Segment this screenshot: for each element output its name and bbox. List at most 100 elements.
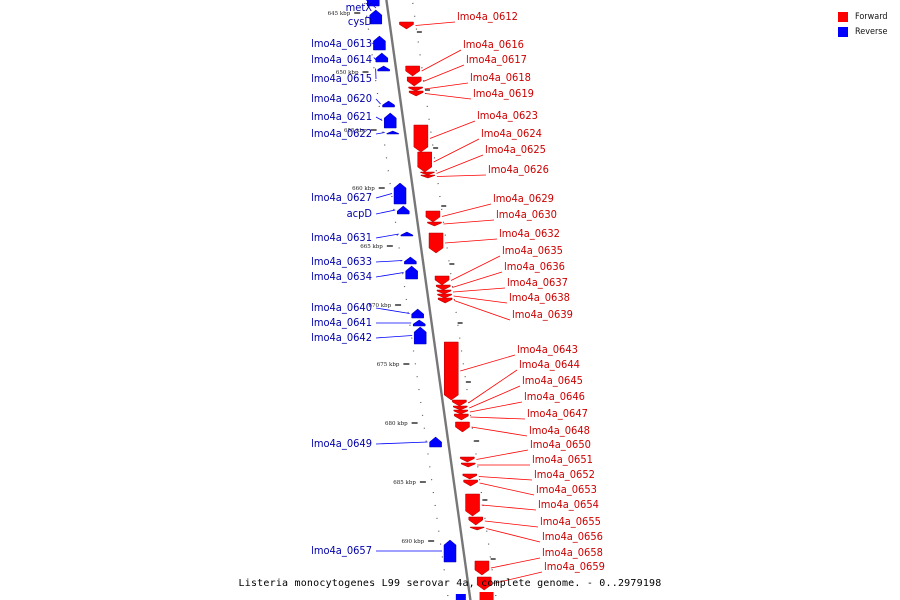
forward-gene-label: lmo4a_0612 bbox=[457, 10, 518, 23]
forward-gene-label: lmo4a_0623 bbox=[477, 109, 538, 122]
legend-reverse-label: Reverse bbox=[855, 26, 888, 37]
reverse-gene bbox=[400, 231, 414, 237]
gene-leader-line bbox=[484, 520, 539, 528]
forward-gene-label: lmo4a_0655 bbox=[540, 515, 601, 528]
caption: Listeria monocytogenes L99 serovar 4a, c… bbox=[238, 578, 662, 589]
forward-gene bbox=[468, 516, 484, 526]
forward-gene-label: lmo4a_0636 bbox=[504, 260, 565, 273]
reverse-gene-label: lmo4a_0620 bbox=[311, 92, 372, 105]
gene-leader-line bbox=[375, 233, 399, 239]
reverse-swatch bbox=[838, 26, 848, 37]
reverse-gene bbox=[411, 308, 424, 319]
tick-label: 665 kbp bbox=[360, 244, 383, 250]
forward-gene bbox=[408, 86, 423, 92]
gene-leader-line bbox=[481, 504, 537, 511]
reverse-gene bbox=[367, 0, 380, 7]
forward-gene bbox=[462, 473, 478, 480]
gene-leader-line bbox=[478, 476, 533, 481]
forward-gene-label: lmo4a_0626 bbox=[488, 163, 549, 176]
reverse-gene bbox=[393, 182, 407, 205]
forward-gene-label: lmo4a_0618 bbox=[470, 71, 531, 84]
gene-leader-line bbox=[421, 49, 462, 72]
gene-leader-line bbox=[371, 42, 377, 45]
forward-gene bbox=[427, 221, 442, 227]
tick-label: 660 kbp bbox=[352, 186, 375, 192]
reverse-gene-label: lmo4a_0622 bbox=[311, 127, 372, 140]
genome-backbone bbox=[385, 0, 472, 600]
forward-gene-label: lmo4a_0652 bbox=[534, 468, 595, 481]
forward-gene-label: lmo4a_0651 bbox=[532, 453, 593, 466]
reverse-gene-label: lmo4a_0649 bbox=[311, 437, 372, 450]
gene-leader-line bbox=[375, 193, 393, 199]
forward-gene bbox=[455, 421, 470, 433]
tick-label: 650 kbp bbox=[336, 70, 359, 76]
forward-gene bbox=[420, 174, 436, 179]
reverse-gene-label: lmo4a_0614 bbox=[311, 53, 372, 66]
forward-gene-label: lmo4a_0637 bbox=[507, 276, 568, 289]
gene-leader-line bbox=[375, 132, 385, 135]
gene-leader-line bbox=[375, 116, 383, 121]
forward-gene-label: lmo4a_0629 bbox=[493, 192, 554, 205]
gene-leader-line bbox=[476, 449, 529, 460]
forward-gene bbox=[465, 493, 480, 517]
forward-gene-label: lmo4a_0646 bbox=[524, 390, 585, 403]
gene-leader-line bbox=[375, 272, 404, 278]
gene-leader-line bbox=[471, 426, 528, 437]
forward-gene bbox=[436, 284, 451, 291]
reverse-gene bbox=[405, 265, 418, 280]
forward-gene-label: lmo4a_0624 bbox=[481, 127, 542, 140]
gene-leader-line bbox=[415, 21, 456, 26]
gene-leader-line bbox=[460, 354, 516, 372]
gene-leader-line bbox=[450, 255, 501, 281]
tick-label: 690 kbp bbox=[402, 539, 425, 545]
gene-leader-line bbox=[375, 209, 396, 215]
reverse-gene-label: lmo4a_0631 bbox=[311, 231, 372, 244]
forward-gene bbox=[405, 65, 420, 77]
gene-leader-line bbox=[469, 401, 523, 413]
reverse-gene-label: lmo4a_0640 bbox=[311, 301, 372, 314]
forward-gene-label: lmo4a_0632 bbox=[499, 227, 560, 240]
gene-leader-line bbox=[423, 64, 465, 82]
reverse-gene bbox=[413, 326, 427, 345]
forward-gene bbox=[413, 124, 429, 153]
reverse-gene bbox=[412, 319, 426, 327]
gene-leader-line bbox=[493, 571, 543, 584]
forward-gene bbox=[428, 232, 444, 254]
forward-gene-label: lmo4a_0654 bbox=[538, 498, 599, 511]
forward-gene-label: lmo4a_0658 bbox=[542, 546, 603, 559]
reverse-gene-label: lmo4a_0615 bbox=[311, 72, 372, 85]
gene-leader-line bbox=[486, 528, 541, 543]
gene-leader-line bbox=[441, 203, 492, 217]
legend: Forward Reverse bbox=[838, 9, 888, 39]
ruler-dots-left bbox=[363, 0, 449, 600]
forward-gene bbox=[454, 413, 469, 421]
tick-label: 670 kbp bbox=[368, 303, 391, 309]
forward-gene bbox=[406, 76, 422, 87]
gene-leader-line bbox=[375, 260, 403, 263]
reverse-gene-label: lmo4a_0621 bbox=[311, 110, 372, 123]
forward-gene-label: lmo4a_0619 bbox=[473, 87, 534, 100]
forward-gene bbox=[437, 297, 453, 304]
reverse-gene-label: lmo4a_0613 bbox=[311, 37, 372, 50]
gene-leader-line bbox=[375, 307, 410, 314]
gene-leader-line bbox=[443, 219, 495, 225]
gene-leader-line bbox=[470, 416, 526, 420]
gene-leader-line bbox=[375, 98, 381, 105]
forward-gene-label: lmo4a_0656 bbox=[542, 530, 603, 543]
forward-gene-label: lmo4a_0645 bbox=[522, 374, 583, 387]
tick-label: 685 kbp bbox=[393, 480, 416, 486]
forward-gene-label: lmo4a_0625 bbox=[485, 143, 546, 156]
gene-leader-line bbox=[433, 138, 480, 163]
reverse-gene bbox=[396, 205, 410, 215]
reverse-gene bbox=[382, 100, 395, 108]
forward-gene bbox=[469, 526, 485, 531]
gene-leader-line bbox=[452, 271, 503, 288]
tick-label: 655 kbp bbox=[344, 128, 367, 134]
reverse-gene-label: lmo4a_0657 bbox=[311, 544, 372, 557]
reverse-gene bbox=[386, 130, 399, 135]
forward-gene bbox=[474, 560, 490, 576]
gene-leader-line bbox=[373, 57, 377, 61]
gene-leader-line bbox=[425, 93, 472, 100]
forward-gene-label: lmo4a_0616 bbox=[463, 38, 524, 51]
